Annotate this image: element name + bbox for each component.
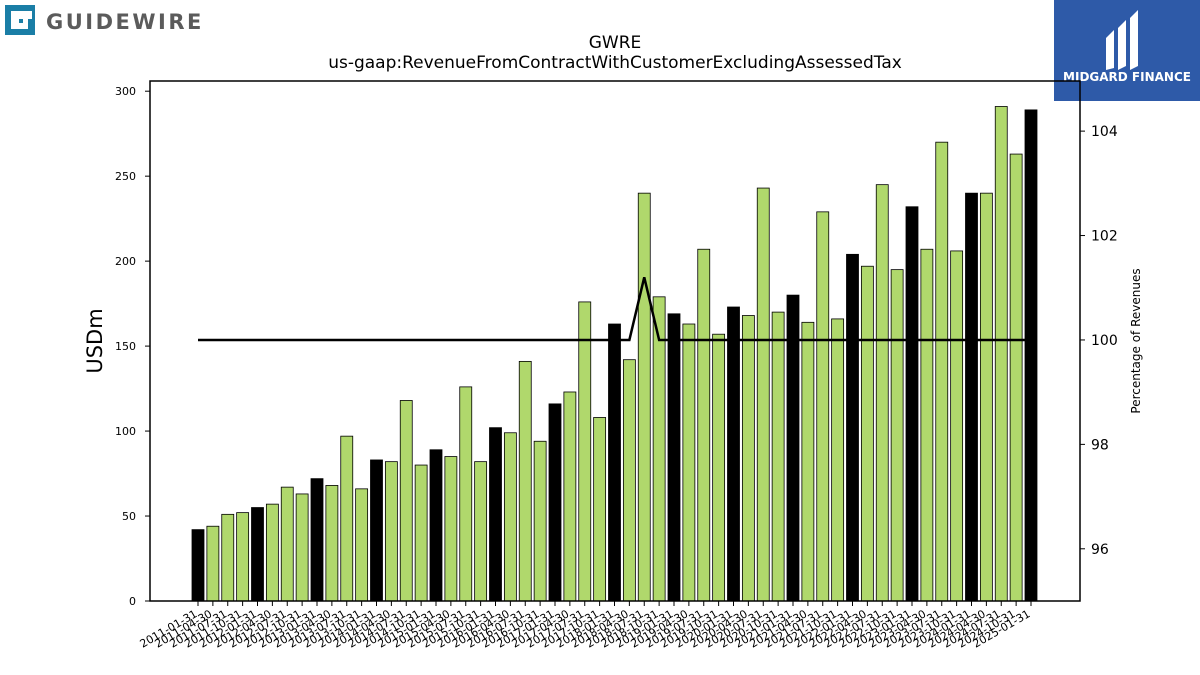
bar-2022-04-30 — [860, 265, 874, 602]
midgard-finance-logo: MIDGARD FINANCE — [1054, 0, 1200, 101]
bar-2024-01-31 — [965, 192, 978, 602]
bar-2021-07-31 — [816, 211, 830, 602]
bar-2016-04-30 — [503, 432, 517, 602]
bar-2016-07-31 — [518, 360, 532, 602]
guidewire-logo: GUIDEWIRE — [4, 4, 224, 40]
bar-2019-01-31 — [667, 313, 681, 602]
bar-2015-07-31 — [459, 386, 473, 602]
bar-2018-10-31 — [652, 296, 666, 602]
bar-2015-10-31 — [474, 461, 488, 602]
y-tick-label-50: 50 — [122, 510, 136, 523]
y2-tick-label-104: 104 — [1091, 124, 1118, 140]
bar-2019-07-31 — [697, 248, 711, 602]
bar-2011-10-31 — [236, 512, 250, 602]
y2-axis-ticks: 96 98 100 102 104 — [1080, 124, 1118, 558]
bar-2013-07-31 — [340, 435, 354, 602]
bar-2012-01-31 — [251, 507, 264, 602]
bar-2020-01-31 — [727, 306, 740, 602]
bar-2017-07-31 — [578, 301, 592, 602]
bars-group — [191, 106, 1038, 602]
y-axis-label: USDm — [83, 308, 107, 373]
chart-title: GWRE — [589, 33, 642, 53]
bar-2023-10-31 — [950, 250, 964, 602]
bar-2011-04-30 — [206, 525, 220, 602]
bar-2012-10-31 — [295, 493, 309, 602]
midgard-logo-text: MIDGARD FINANCE — [1063, 70, 1191, 84]
bar-2019-04-30 — [682, 323, 696, 602]
bar-2017-01-31 — [548, 403, 562, 602]
bar-2022-01-31 — [846, 253, 859, 602]
y-tick-label-300: 300 — [115, 85, 136, 98]
bar-2012-04-30 — [265, 503, 279, 602]
y-tick-label-150: 150 — [115, 340, 136, 353]
midgard-mark-icon — [1106, 10, 1138, 70]
bar-2016-10-31 — [533, 440, 547, 602]
bar-2024-10-31 — [1009, 153, 1023, 602]
bar-2018-01-31 — [608, 323, 621, 602]
bar-2013-01-31 — [310, 478, 324, 602]
bar-2020-07-31 — [756, 187, 770, 602]
bar-2020-04-30 — [741, 315, 755, 602]
line-group — [198, 277, 1031, 342]
bar-2016-01-31 — [489, 427, 502, 602]
bar-2017-04-30 — [563, 391, 577, 602]
bar-2019-10-31 — [712, 333, 726, 602]
bar-2018-07-31 — [637, 192, 651, 602]
bar-2017-10-31 — [593, 417, 607, 602]
x-axis-ticks: 2011-01-312011-04-302011-07-312011-10-31… — [138, 601, 1033, 651]
bar-2024-07-31 — [994, 106, 1008, 602]
y-tick-label-250: 250 — [115, 170, 136, 183]
y2-tick-label-102: 102 — [1091, 229, 1118, 245]
y-tick-label-0: 0 — [129, 595, 136, 608]
bar-2023-01-31 — [905, 206, 919, 602]
bar-2012-07-31 — [280, 486, 294, 602]
bar-2024-04-30 — [979, 192, 993, 602]
bar-2011-01-31 — [191, 529, 205, 602]
bar-2018-04-30 — [622, 359, 636, 602]
y-axis-ticks: 0 50 100 150 200 250 300 — [115, 85, 150, 608]
bar-2014-10-31 — [414, 464, 428, 602]
bar-2025-01-31 — [1024, 109, 1038, 602]
bar-2013-04-30 — [325, 485, 339, 602]
guidewire-mark-icon — [5, 5, 35, 35]
bar-2014-01-31 — [370, 459, 383, 602]
bar-2013-10-31 — [355, 488, 369, 602]
bar-2015-04-30 — [444, 456, 458, 602]
y2-tick-label-98: 98 — [1091, 437, 1109, 453]
bar-2021-10-31 — [831, 318, 845, 602]
y-tick-label-100: 100 — [115, 425, 136, 438]
chart-subtitle: us-gaap:RevenueFromContractWithCustomerE… — [328, 53, 902, 73]
y-tick-label-200: 200 — [115, 255, 136, 268]
bar-2011-07-31 — [221, 513, 235, 602]
bar-2020-10-31 — [771, 311, 785, 602]
guidewire-logo-text: GUIDEWIRE — [46, 10, 204, 34]
y2-tick-label-96: 96 — [1091, 542, 1109, 558]
percentage-line — [198, 277, 1031, 342]
bar-2023-04-30 — [920, 248, 934, 602]
bar-2022-07-31 — [875, 184, 889, 602]
y2-axis-label: Percentage of Revenues — [1129, 268, 1143, 413]
bar-2014-04-30 — [384, 461, 398, 602]
bar-2014-07-31 — [399, 400, 413, 602]
bar-2022-10-31 — [890, 269, 904, 602]
bar-2015-01-31 — [429, 449, 443, 602]
y2-tick-label-100: 100 — [1091, 333, 1118, 349]
bar-2023-07-31 — [935, 141, 949, 602]
bar-2021-04-30 — [801, 321, 815, 602]
